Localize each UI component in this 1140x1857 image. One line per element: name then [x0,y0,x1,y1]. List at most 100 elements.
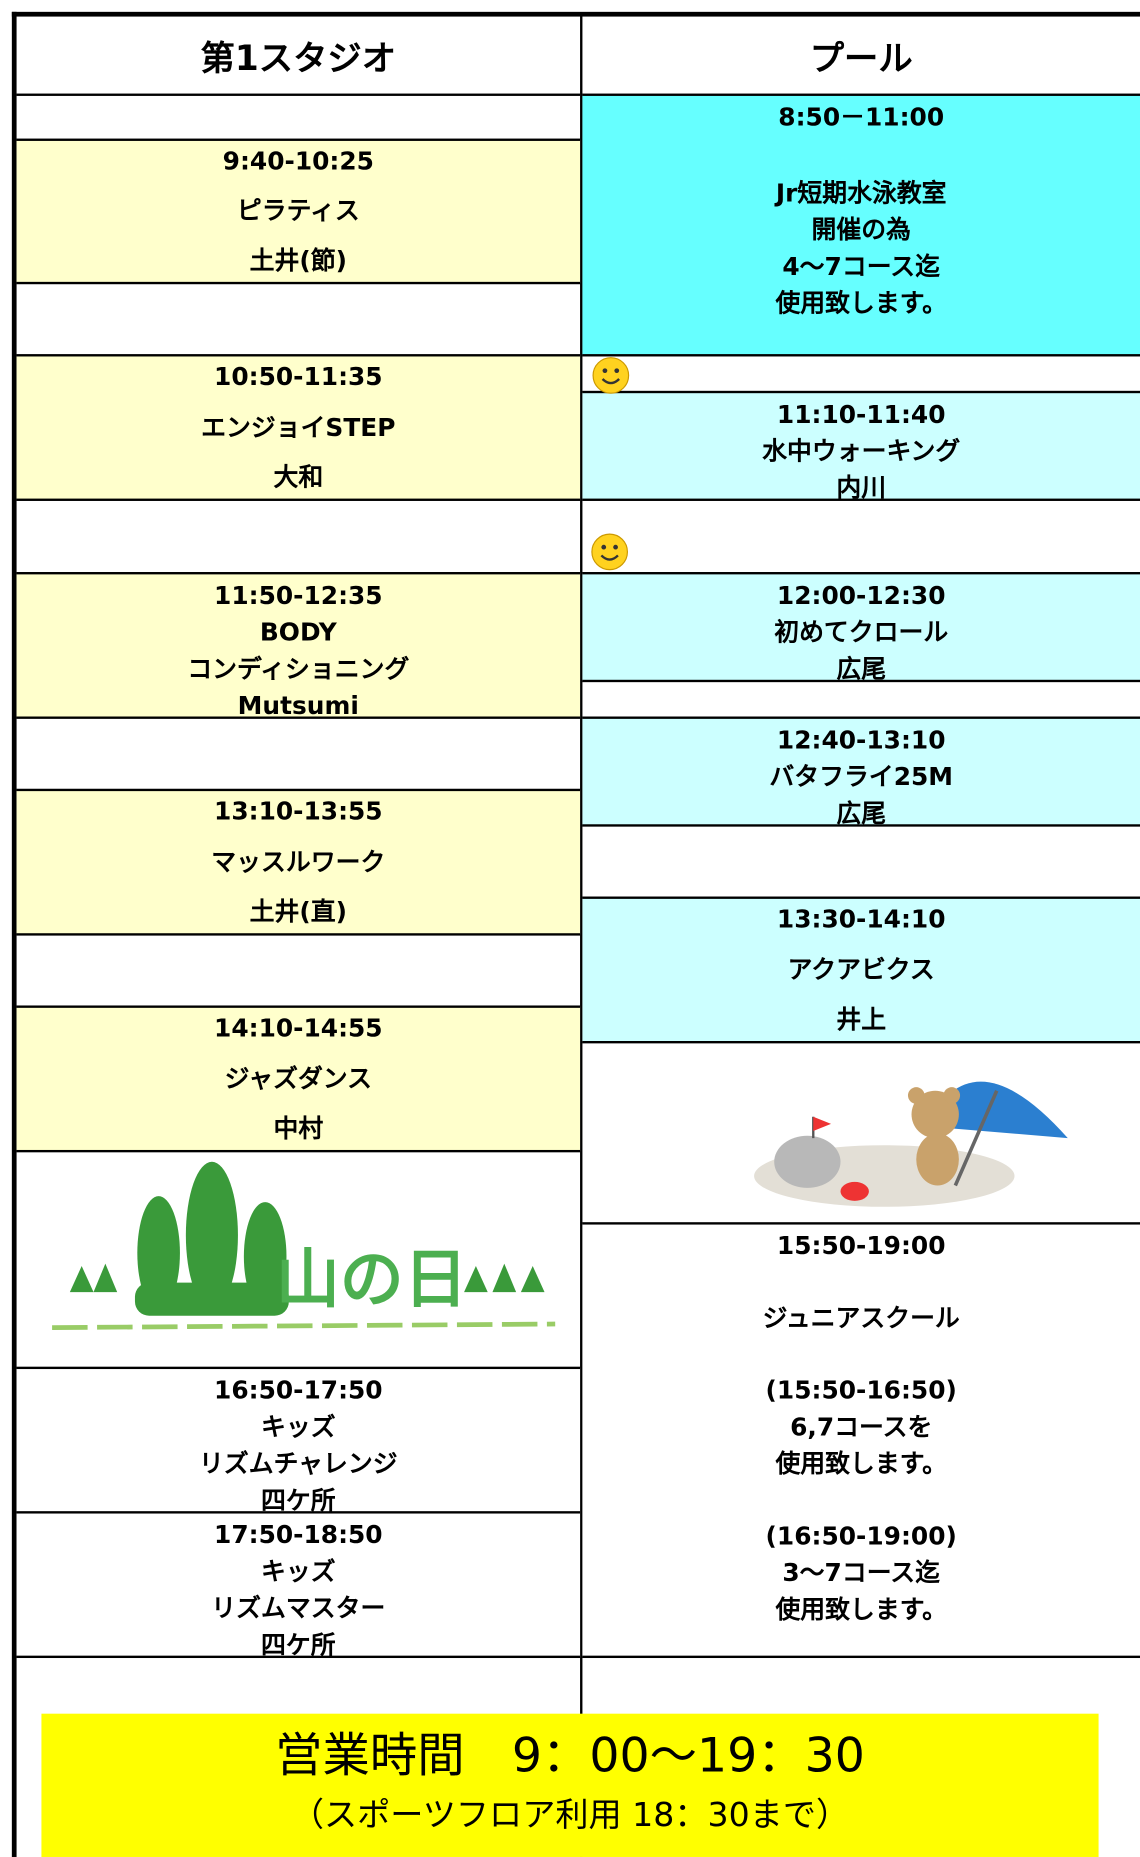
hours: 営業時間 9：00～19：30 [275,1729,865,1784]
cell-line: (16:50-19:00) [765,1521,957,1551]
cell-line: 9:40-10:25 [222,146,374,176]
cell-line: 中村 [273,1114,324,1143]
row-line [16,281,581,285]
cell-line: 土井(節) [249,246,347,275]
row-line [16,138,581,141]
cell-line: 四ケ所 [261,1630,336,1660]
beach-illustration [754,1081,1068,1207]
smiley-icon [591,533,629,571]
pool-cell: 12:40-13:10 バタフライ25M 広尾 [582,717,1140,828]
cell-line: 使用致します。 [775,288,947,318]
row-line [16,498,581,501]
cell-line: エンジョイSTEP [201,412,396,442]
cell-line: 使用致します。 [775,1595,947,1624]
cell-line: 8:50－11:00 [778,103,945,132]
smiley [592,356,630,394]
cell-line: キッズ [261,1557,336,1586]
cell-line: マッスルワーク [211,847,386,876]
pool-header: プール [809,37,913,79]
cell-line: ジュニアスクール [762,1303,960,1333]
cell-line: 内川 [836,473,887,503]
cell-line: 大和 [273,463,324,492]
cell-line: 14:10-14:55 [214,1013,383,1043]
cell-line: 四ケ所 [261,1486,336,1515]
cell-line: 3～7コース迄 [782,1558,941,1587]
studio-cell: 14:10-14:55 ジャズダンス 中村 [16,1006,581,1152]
cell-line: 使用致します。 [775,1449,947,1479]
row-line [16,1005,581,1008]
row-line [582,896,1140,899]
row-line [16,933,581,936]
row-line [582,354,1140,357]
row-line [16,1511,581,1514]
cell-line: 土井(直) [249,897,347,927]
hours-note: （スポーツフロア利用 18：30まで） [290,1795,850,1835]
cell-line: 広尾 [836,799,887,828]
row-line [582,572,1140,575]
row-line [16,1655,581,1659]
mountain-day-illustration: 山の日 [52,1161,556,1330]
cell-line: Jr短期水泳教室 [775,178,947,208]
cell-line: 12:40-13:10 [776,725,946,755]
row-line [582,824,1140,827]
cell-line: 井上 [836,1005,887,1034]
cell-line: 開催の為 [811,215,911,244]
cell-line: 17:50-18:50 [214,1520,383,1550]
studio-header: 第1スタジオ [200,37,397,79]
column-divider [580,14,583,1857]
cell-line: アクアビクス [787,955,935,984]
cell-line: リズムマスター [211,1594,386,1623]
cell-line: ピラティス [236,196,360,226]
row-line [582,390,1140,394]
row-line [16,354,581,357]
pool-cell: 13:30-14:10 アクアビクス 井上 [582,897,1140,1043]
row-line [582,1040,1140,1044]
pool-cell: 15:50-19:00 ジュニアスクール (15:50-16:50) 6,7コースを使… [582,1223,1140,1657]
cell-line: 11:10-11:40 [776,400,946,429]
row-line [16,93,581,96]
row-line [16,716,581,719]
row-line [16,1366,581,1370]
row-line [582,1655,1140,1659]
cell-line: ジャズダンス [224,1064,373,1093]
row-line [582,1222,1140,1225]
cell-line: 13:10-13:55 [214,797,383,826]
cell-line: 16:50-17:50 [214,1376,383,1405]
cell-line: 4～7コース迄 [782,252,941,281]
cell-line: リズムチャレンジ [198,1449,398,1479]
cell-line: BODY [259,618,337,647]
cell-line: 12:00-12:30 [776,581,946,610]
cell-line: 初めてクロール [774,618,949,647]
illustration-text: 山の日 [276,1244,468,1318]
studio-cell: 13:10-13:55 マッスルワーク 土井(直) [16,789,581,935]
row-line [16,572,581,575]
cell-line: (15:50-16:50) [765,1376,957,1405]
cell-line: Mutsumi [237,691,359,721]
studio-cell: 11:50-12:35 BODY コンディショニング Mutsumi [16,573,581,720]
smiley-icon [592,357,630,394]
cell-line: 6,7コースを [790,1412,933,1442]
studio-cell: 17:50-18:50 キッズリズムマスター 四ケ所 [16,1512,581,1659]
cell-line: コンディショニング [187,654,410,684]
hours-banner: 営業時間 9：00～19：30 （スポーツフロア利用 18：30まで） [41,1713,1099,1857]
studio-cell: 9:40-10:25 ピラティス土井(節) [16,139,581,284]
cell-line: 水中ウォーキング [762,437,961,466]
row-line [582,93,1140,96]
cell-line: 11:50-12:35 [214,581,383,610]
row-line [582,498,1140,501]
cell-line: 10:50-11:35 [214,362,383,391]
top-border [11,11,1140,17]
left-border [11,11,17,1857]
row-line [582,679,1140,683]
smiley [591,533,629,571]
cell-line: バタフライ25M [769,762,954,792]
row-line [16,788,581,792]
pool-cell: 8:50－11:00 Jr短期水泳教室 開催の為 4～7コース迄 使用致します。 [582,94,1140,356]
row-line [582,716,1140,719]
row-line [16,1149,581,1153]
pool-cell: 12:00-12:30 初めてクロール 広尾 [582,573,1140,683]
cell-line: キッズ [261,1412,336,1442]
studio-cell: 16:50-17:50 キッズリズムチャレンジ 四ケ所 [16,1367,581,1515]
